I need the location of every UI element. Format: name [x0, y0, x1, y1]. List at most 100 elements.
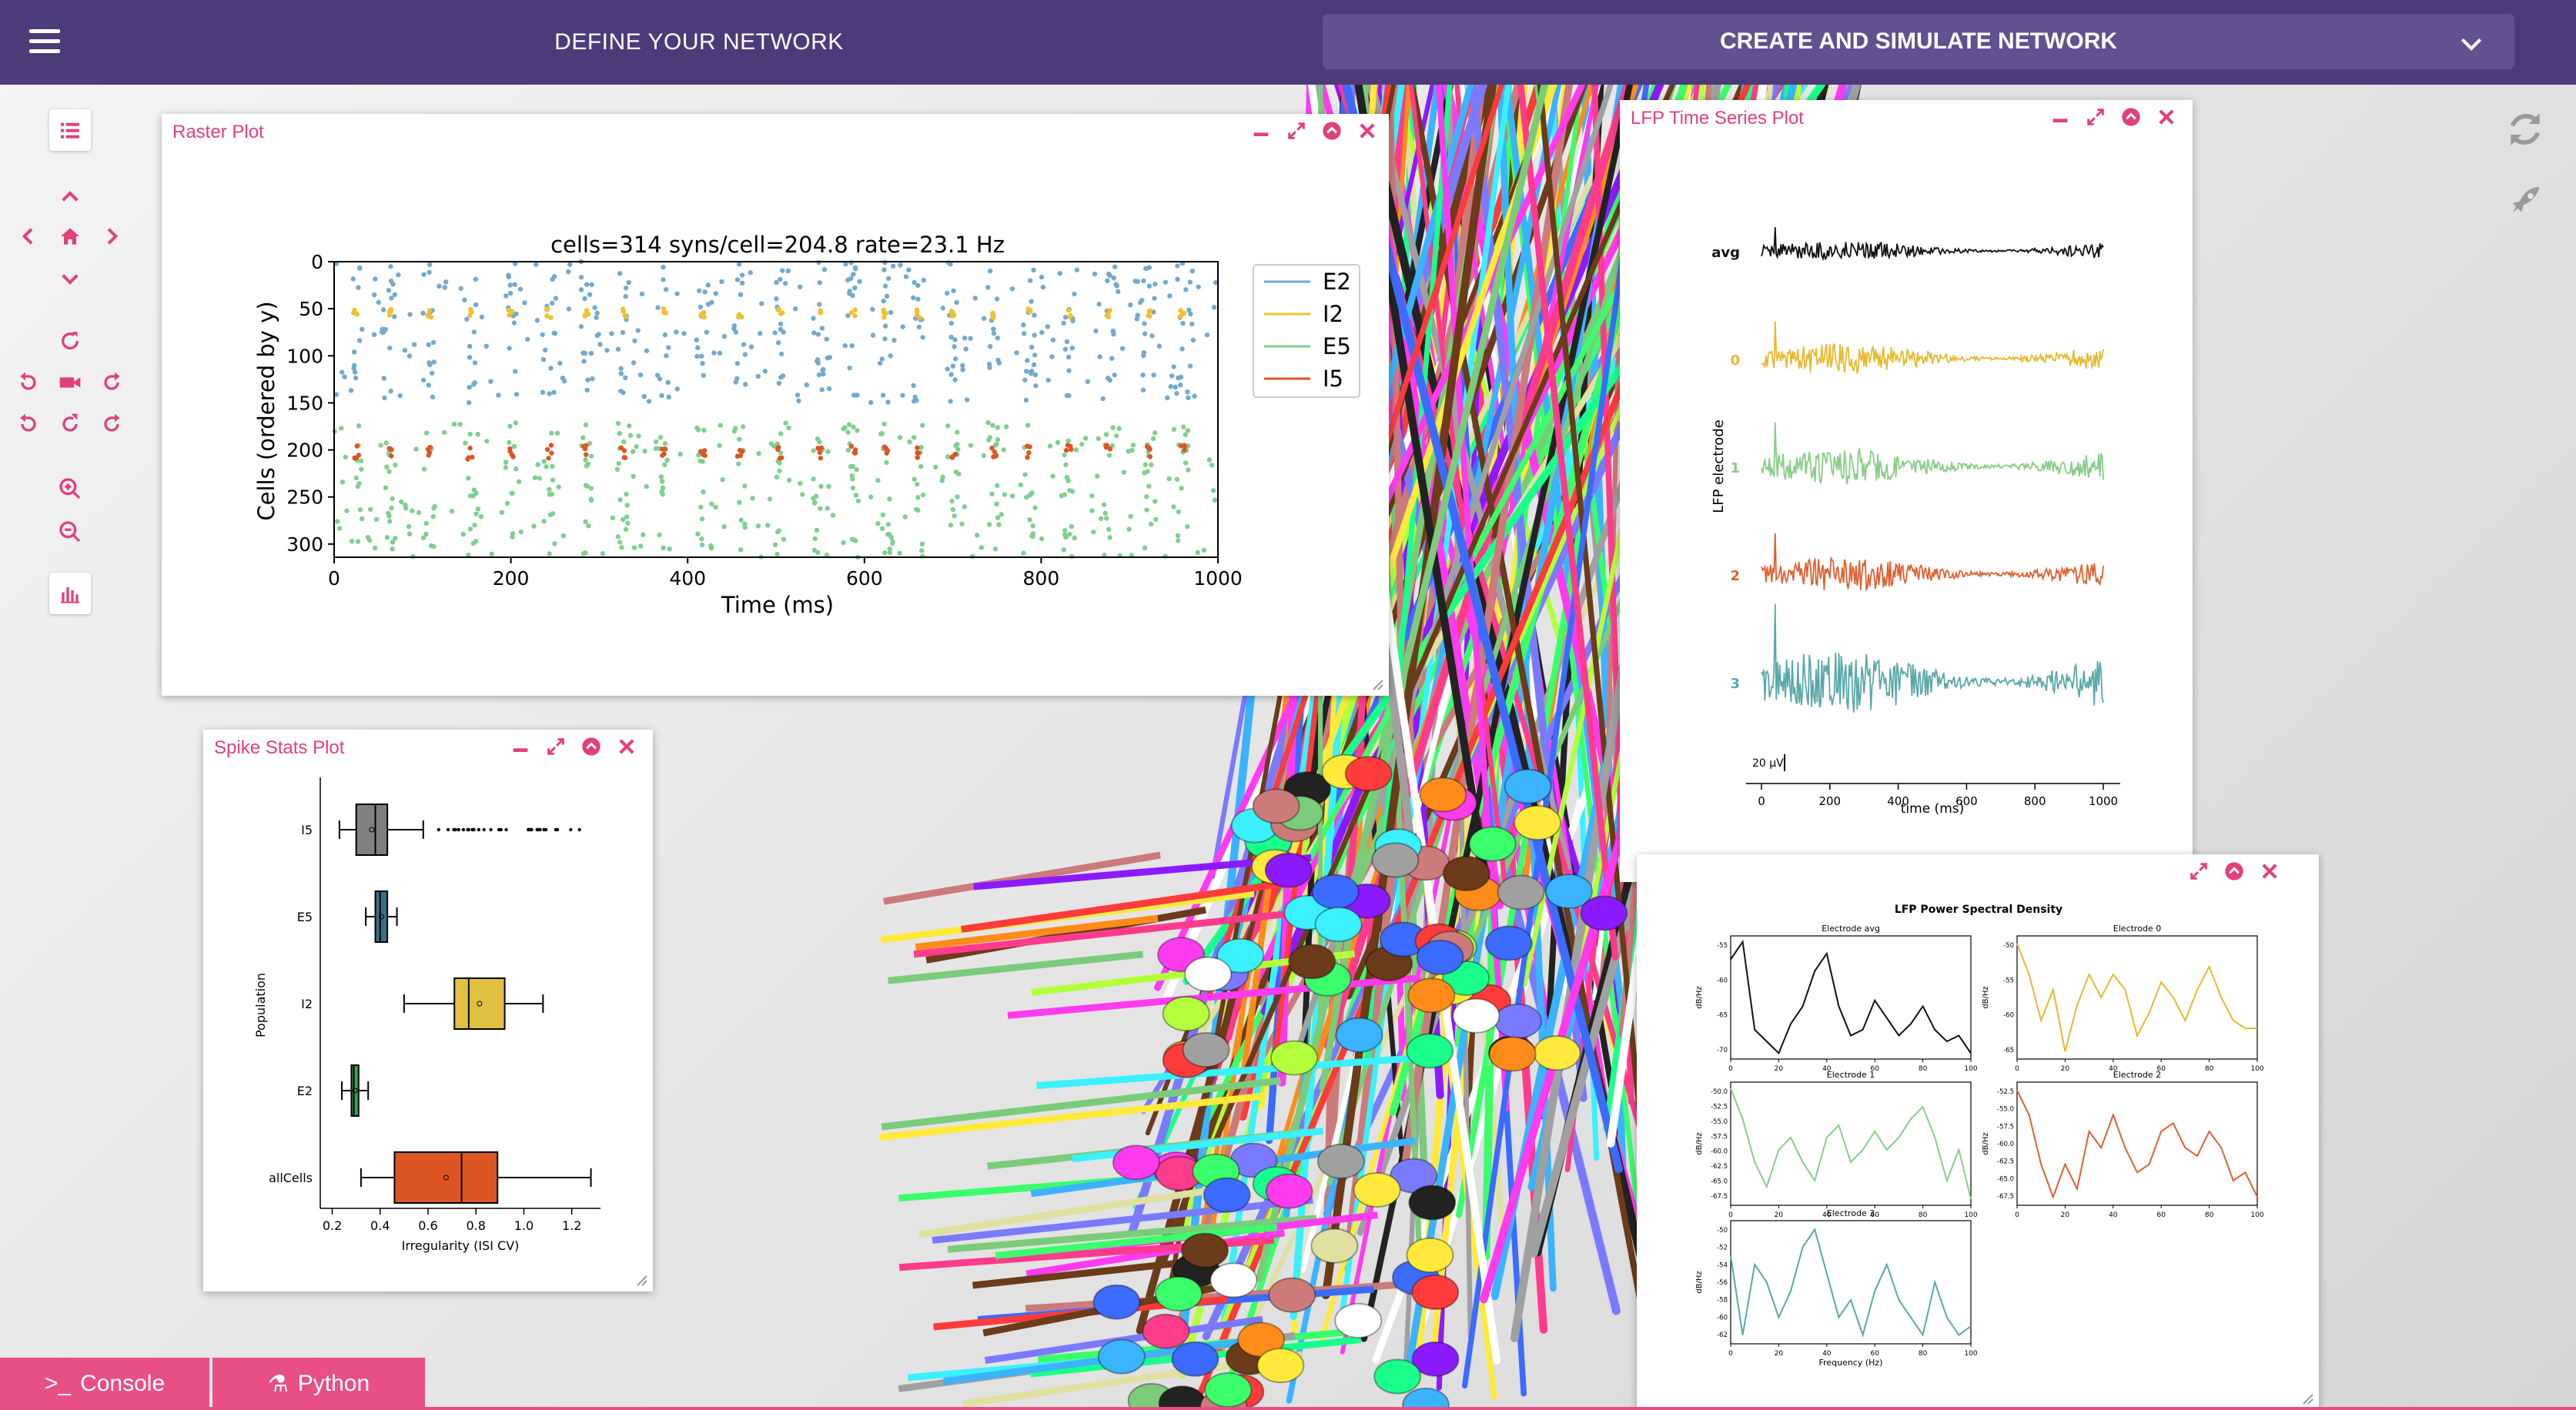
spike-E2 [348, 388, 354, 393]
rotate-left-icon[interactable] [8, 362, 49, 403]
close-icon[interactable] [2156, 106, 2177, 128]
spike-E5 [457, 422, 463, 427]
hamburger-menu-icon[interactable] [29, 29, 60, 54]
rocket-icon[interactable] [2504, 182, 2547, 225]
spike-E2 [705, 282, 711, 288]
spike-E2 [534, 262, 539, 267]
spike-E5 [349, 539, 355, 544]
resize-handle-icon[interactable] [2302, 1393, 2314, 1405]
psd-line-4 [1730, 1228, 1972, 1338]
close-icon[interactable] [616, 736, 637, 757]
spike-E5 [979, 545, 984, 550]
spike-I5 [465, 456, 470, 462]
psd-line-1 [2016, 943, 2257, 1052]
spike-E5 [902, 514, 908, 520]
zoom-in-icon[interactable] [49, 468, 91, 510]
console-button[interactable]: >_ Console [0, 1358, 209, 1410]
spike-E5 [580, 435, 586, 440]
spike-E2 [674, 386, 680, 392]
spike-E5 [449, 508, 455, 514]
close-icon[interactable] [1357, 120, 1378, 142]
close-icon[interactable] [2259, 860, 2280, 882]
undo-icon[interactable] [8, 403, 49, 445]
maximize-icon[interactable] [545, 736, 567, 757]
spike-E5 [815, 436, 821, 442]
chevron-left-icon[interactable] [8, 216, 49, 257]
spike-E2 [948, 261, 953, 267]
spike-E2 [1029, 370, 1034, 376]
spike-I2 [848, 309, 855, 316]
spike-E5 [778, 431, 784, 436]
spike-E2 [674, 291, 680, 296]
spike-E2 [779, 268, 785, 273]
spike-E5 [855, 498, 861, 503]
spike-I2 [852, 313, 858, 319]
refresh-icon[interactable] [2504, 108, 2547, 151]
spike-E2 [496, 393, 501, 398]
redo-icon[interactable] [91, 403, 132, 445]
define-network-tab[interactable]: DEFINE YOUR NETWORK [554, 29, 844, 55]
spike-E2 [333, 392, 339, 397]
spike-E2 [991, 326, 996, 332]
spike-E5 [390, 546, 395, 552]
spike-I2 [1178, 308, 1183, 313]
spike-E5 [1175, 533, 1181, 539]
spike-E2 [1187, 363, 1193, 369]
maximize-icon[interactable] [1286, 120, 1307, 142]
bar-chart-icon[interactable] [49, 573, 91, 614]
spike-E5 [885, 532, 891, 537]
python-button[interactable]: ⚗ Python [212, 1358, 425, 1410]
spike-E2 [512, 282, 517, 287]
rotate-right-icon[interactable] [91, 362, 132, 403]
collapse-icon[interactable] [2223, 860, 2245, 882]
y-tick-label: -55.0 [1711, 1118, 1728, 1126]
create-simulate-tab[interactable]: CREATE AND SIMULATE NETWORK [1323, 14, 2514, 69]
spike-E5 [884, 459, 889, 466]
spike-E2 [517, 286, 524, 292]
x-tick-label: 20 [1775, 1350, 1784, 1358]
chevron-down-icon[interactable] [2456, 29, 2487, 60]
spike-E5 [996, 522, 1002, 527]
outlier [569, 827, 573, 832]
resize-handle-icon[interactable] [1372, 679, 1384, 691]
spike-E5 [1029, 490, 1035, 496]
x-tick-label: 1000 [2089, 794, 2118, 808]
spike-E5 [472, 523, 477, 528]
chevron-right-icon[interactable] [91, 216, 132, 257]
resize-handle-icon[interactable] [636, 1275, 648, 1287]
axon [1036, 1053, 1436, 1090]
spike-E5 [677, 451, 683, 457]
spike-E2 [717, 350, 723, 356]
spike-E2 [547, 391, 552, 396]
subplot-title: Electrode avg [1822, 924, 1880, 934]
zoom-out-icon[interactable] [49, 511, 91, 553]
minimize-icon[interactable] [2049, 106, 2071, 128]
reset-icon[interactable] [49, 403, 91, 445]
spike-E2 [578, 324, 584, 329]
spike-E2 [407, 312, 413, 317]
lfp-trace-avg [1761, 227, 2104, 262]
minimize-icon[interactable] [1250, 120, 1272, 142]
maximize-icon[interactable] [2188, 860, 2210, 882]
camera-icon[interactable] [49, 362, 91, 403]
chevron-down-icon[interactable] [49, 259, 91, 300]
maximize-icon[interactable] [2085, 106, 2106, 128]
raster-spikes [332, 259, 1219, 560]
spike-E2 [774, 279, 779, 286]
psd-line-0 [1730, 939, 1972, 1055]
home-icon[interactable] [49, 216, 91, 257]
collapse-icon[interactable] [2120, 106, 2142, 128]
collapse-icon[interactable] [1321, 120, 1343, 142]
chevron-up-icon[interactable] [49, 175, 91, 217]
dendrite [1517, 85, 1619, 961]
collapse-icon[interactable] [580, 736, 602, 757]
spike-E5 [416, 510, 422, 516]
list-icon[interactable] [49, 109, 91, 151]
spike-E2 [388, 389, 393, 394]
spike-E2 [1029, 344, 1035, 350]
soma [1112, 1144, 1160, 1181]
rotate-icon[interactable] [49, 320, 91, 362]
spike-E5 [1149, 462, 1154, 468]
raster-chart: cells=314 syns/cell=204.8 rate=23.1 Hz 0… [253, 232, 1360, 618]
minimize-icon[interactable] [510, 736, 531, 757]
